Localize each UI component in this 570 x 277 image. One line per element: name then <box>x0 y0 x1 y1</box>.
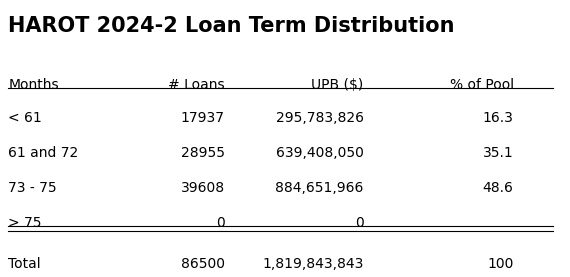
Text: 28955: 28955 <box>181 146 225 160</box>
Text: 16.3: 16.3 <box>483 111 514 125</box>
Text: Months: Months <box>9 78 59 93</box>
Text: 35.1: 35.1 <box>483 146 514 160</box>
Text: < 61: < 61 <box>9 111 42 125</box>
Text: # Loans: # Loans <box>168 78 225 93</box>
Text: 86500: 86500 <box>181 257 225 271</box>
Text: % of Pool: % of Pool <box>450 78 514 93</box>
Text: 0: 0 <box>355 216 364 230</box>
Text: 295,783,826: 295,783,826 <box>276 111 364 125</box>
Text: 39608: 39608 <box>181 181 225 195</box>
Text: 61 and 72: 61 and 72 <box>9 146 79 160</box>
Text: 0: 0 <box>216 216 225 230</box>
Text: HAROT 2024-2 Loan Term Distribution: HAROT 2024-2 Loan Term Distribution <box>9 16 455 36</box>
Text: UPB ($): UPB ($) <box>311 78 364 93</box>
Text: 884,651,966: 884,651,966 <box>275 181 364 195</box>
Text: > 75: > 75 <box>9 216 42 230</box>
Text: 17937: 17937 <box>181 111 225 125</box>
Text: 639,408,050: 639,408,050 <box>276 146 364 160</box>
Text: Total: Total <box>9 257 41 271</box>
Text: 48.6: 48.6 <box>483 181 514 195</box>
Text: 1,819,843,843: 1,819,843,843 <box>262 257 364 271</box>
Text: 100: 100 <box>487 257 514 271</box>
Text: 73 - 75: 73 - 75 <box>9 181 57 195</box>
